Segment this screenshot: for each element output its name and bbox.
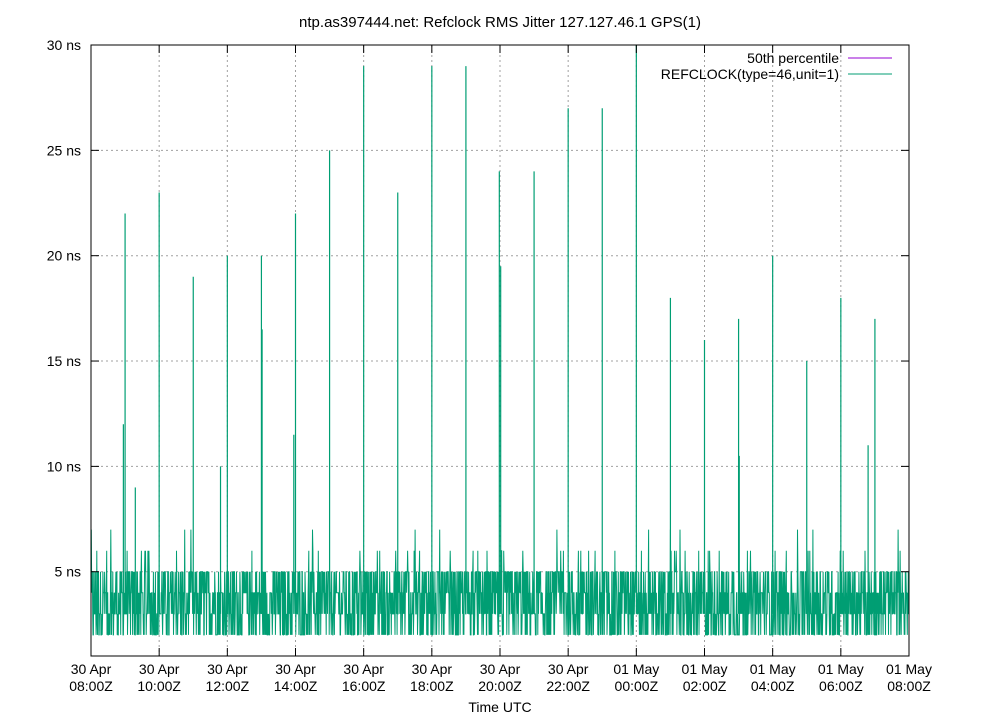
- chart-title: ntp.as397444.net: Refclock RMS Jitter 12…: [299, 14, 701, 31]
- y-tick-label: 30 ns: [47, 37, 81, 53]
- x-tick-date: 30 Apr: [275, 661, 316, 677]
- y-tick-label: 5 ns: [55, 564, 81, 580]
- y-tick-label: 20 ns: [47, 248, 81, 264]
- x-tick-time: 10:00Z: [137, 678, 181, 694]
- x-tick-date: 30 Apr: [412, 661, 453, 677]
- x-tick-date: 01 May: [818, 661, 864, 677]
- x-tick-time: 02:00Z: [683, 678, 727, 694]
- x-tick-date: 30 Apr: [343, 661, 384, 677]
- x-tick-time: 04:00Z: [751, 678, 795, 694]
- x-tick-date: 01 May: [613, 661, 659, 677]
- y-tick-label: 25 ns: [47, 142, 81, 158]
- y-tick-label: 15 ns: [47, 353, 81, 369]
- x-tick-time: 22:00Z: [546, 678, 590, 694]
- series-area: [90, 45, 910, 636]
- x-tick-date: 01 May: [886, 661, 932, 677]
- x-tick-time: 08:00Z: [887, 678, 931, 694]
- y-axis: 5 ns 10 ns 15 ns 20 ns 25 ns 30 ns: [47, 37, 909, 580]
- x-tick-date: 30 Apr: [480, 661, 521, 677]
- x-tick-time: 16:00Z: [342, 678, 386, 694]
- x-tick-time: 12:00Z: [206, 678, 250, 694]
- legend-entry-label: 50th percentile: [747, 50, 839, 66]
- x-tick-date: 30 Apr: [71, 661, 112, 677]
- x-tick-date: 01 May: [682, 661, 728, 677]
- x-tick-time: 14:00Z: [274, 678, 318, 694]
- x-tick-date: 30 Apr: [139, 661, 180, 677]
- x-tick-date: 30 Apr: [548, 661, 589, 677]
- x-tick-time: 18:00Z: [410, 678, 454, 694]
- x-tick-time: 00:00Z: [615, 678, 659, 694]
- x-tick-time: 06:00Z: [819, 678, 863, 694]
- series-refclock-line: [90, 529, 910, 636]
- y-tick-label: 10 ns: [47, 458, 81, 474]
- x-axis-label: Time UTC: [468, 699, 531, 715]
- x-tick-date: 01 May: [750, 661, 796, 677]
- x-tick-time: 20:00Z: [478, 678, 522, 694]
- x-tick-time: 08:00Z: [69, 678, 113, 694]
- legend-entry-label: REFCLOCK(type=46,unit=1): [661, 66, 839, 82]
- x-tick-date: 30 Apr: [207, 661, 248, 677]
